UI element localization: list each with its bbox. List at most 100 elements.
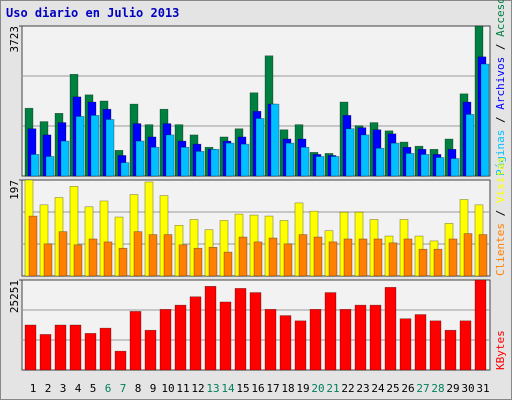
legend-separator: / bbox=[494, 110, 507, 130]
bar bbox=[330, 156, 340, 177]
x-tick-label: 20 bbox=[311, 382, 324, 395]
bar bbox=[60, 140, 70, 177]
bar bbox=[294, 320, 307, 371]
legend-entry: KBytes bbox=[494, 330, 507, 370]
legend-separator: / bbox=[494, 37, 507, 57]
bar bbox=[403, 238, 413, 277]
legend: KBytes bbox=[494, 330, 507, 370]
legend-entry: Archivos bbox=[494, 57, 507, 110]
x-tick-label: 6 bbox=[105, 382, 112, 395]
bar bbox=[88, 238, 98, 277]
x-tick-label: 22 bbox=[341, 382, 354, 395]
bar bbox=[474, 279, 487, 371]
bar bbox=[90, 115, 100, 177]
bar bbox=[459, 320, 472, 371]
bar bbox=[180, 146, 190, 177]
bar bbox=[285, 142, 295, 177]
legend-entry: Clientes bbox=[494, 223, 507, 276]
x-tick-label: 9 bbox=[150, 382, 157, 395]
bar bbox=[148, 234, 158, 277]
bar bbox=[298, 234, 308, 277]
bar bbox=[150, 146, 160, 177]
x-tick-label: 10 bbox=[161, 382, 174, 395]
bar bbox=[268, 237, 278, 277]
bar bbox=[345, 128, 355, 177]
bar bbox=[223, 251, 233, 277]
bar bbox=[390, 142, 400, 177]
bar bbox=[225, 142, 235, 177]
bar bbox=[328, 241, 338, 277]
x-tick-label: 2 bbox=[45, 382, 52, 395]
bar bbox=[324, 292, 337, 371]
bar bbox=[313, 236, 323, 277]
bar bbox=[255, 118, 265, 177]
bar bbox=[43, 243, 53, 277]
bar bbox=[373, 238, 383, 277]
bar bbox=[444, 329, 457, 371]
bar bbox=[465, 114, 475, 177]
bar bbox=[270, 103, 280, 177]
x-tick-label: 26 bbox=[401, 382, 414, 395]
bar bbox=[429, 320, 442, 371]
x-tick-label: 19 bbox=[296, 382, 309, 395]
bar bbox=[448, 238, 458, 277]
bar bbox=[73, 244, 83, 277]
bar bbox=[118, 247, 128, 277]
x-tick-label: 1 bbox=[30, 382, 37, 395]
x-tick-label: 11 bbox=[176, 382, 189, 395]
x-tick-label: 14 bbox=[221, 382, 235, 395]
x-tick-label: 30 bbox=[461, 382, 474, 395]
bar bbox=[264, 309, 277, 371]
x-tick-label: 31 bbox=[476, 382, 489, 395]
bar bbox=[343, 238, 353, 277]
x-tick-label: 17 bbox=[266, 382, 279, 395]
bar bbox=[435, 157, 445, 177]
x-tick-label: 29 bbox=[446, 382, 459, 395]
x-tick-label: 25 bbox=[386, 382, 399, 395]
x-tick-label: 13 bbox=[206, 382, 219, 395]
x-tick-label: 12 bbox=[191, 382, 204, 395]
bar bbox=[339, 309, 352, 371]
bar bbox=[405, 153, 415, 177]
bar bbox=[360, 134, 370, 177]
bar bbox=[39, 334, 52, 371]
x-tick-label: 15 bbox=[236, 382, 249, 395]
bar bbox=[315, 156, 325, 177]
x-tick-label: 24 bbox=[371, 382, 385, 395]
y-tick-label: 197 bbox=[8, 180, 21, 200]
bar bbox=[418, 248, 428, 277]
bar bbox=[384, 287, 397, 371]
bar bbox=[163, 234, 173, 277]
legend-separator: / bbox=[494, 203, 507, 223]
bar bbox=[99, 327, 112, 371]
bar bbox=[279, 315, 292, 371]
bar bbox=[253, 241, 263, 277]
bar bbox=[129, 311, 142, 371]
bar bbox=[300, 146, 310, 177]
bar bbox=[144, 329, 157, 371]
x-tick-label: 21 bbox=[326, 382, 339, 395]
bar bbox=[178, 244, 188, 277]
x-tick-label: 27 bbox=[416, 382, 429, 395]
x-tick-label: 4 bbox=[75, 382, 82, 395]
bar bbox=[30, 154, 40, 177]
bar bbox=[189, 296, 202, 371]
bar bbox=[234, 288, 247, 371]
bar bbox=[135, 140, 145, 177]
x-tick-label: 3 bbox=[60, 382, 67, 395]
bar bbox=[174, 304, 187, 371]
chart-title: Uso diario en Julio 2013 bbox=[6, 6, 179, 20]
x-tick-label: 18 bbox=[281, 382, 294, 395]
bar bbox=[354, 304, 367, 371]
bar bbox=[45, 156, 55, 177]
bar bbox=[399, 318, 412, 371]
bar bbox=[358, 238, 368, 277]
bar bbox=[103, 241, 113, 277]
bar bbox=[463, 233, 473, 277]
x-tick-label: 8 bbox=[135, 382, 142, 395]
bar bbox=[433, 248, 443, 277]
legend-entry: Visitas bbox=[494, 157, 507, 203]
bar bbox=[375, 147, 385, 177]
bar bbox=[450, 158, 460, 177]
bar bbox=[159, 309, 172, 371]
